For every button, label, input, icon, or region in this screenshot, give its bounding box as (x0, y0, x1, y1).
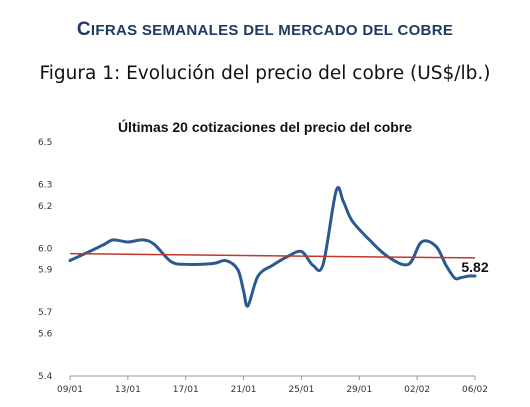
y-tick-label: 5.9 (38, 266, 53, 276)
x-tick-label: 02/02 (404, 385, 430, 395)
chart-title: Últimas 20 cotizaciones del precio del c… (118, 118, 412, 135)
y-tick-label: 5.4 (38, 372, 53, 382)
last-value-label: 5.82 (461, 259, 488, 275)
heading-rest: IFRAS SEMANALES DEL MERCADO DEL COBRE (90, 22, 454, 39)
x-tick-label: 21/01 (231, 385, 257, 395)
trendline (69, 252, 476, 259)
x-tick-label: 25/01 (288, 385, 314, 395)
chart-layer: Últimas 20 cotizaciones del precio del c… (38, 118, 489, 395)
y-tick-label: 6.2 (38, 202, 52, 212)
x-tick-label: 17/01 (173, 385, 199, 395)
x-tick-label: 09/01 (57, 385, 83, 395)
y-tick-label: 5.6 (38, 329, 53, 339)
y-tick-label: 6.3 (38, 181, 52, 191)
page-heading: CIFRAS SEMANALES DEL MERCADO DEL COBRE (0, 19, 530, 41)
y-tick-label: 5.7 (38, 308, 52, 318)
x-tick-label: 29/01 (346, 385, 372, 395)
y-tick-label: 6.5 (38, 138, 52, 148)
figure-caption: Figura 1: Evolución del precio del cobre… (39, 63, 491, 84)
x-tick-label: 13/01 (115, 385, 141, 395)
y-tick-label: 6.0 (38, 244, 53, 254)
x-tick-label: 06/02 (462, 385, 488, 395)
price-series-line (68, 185, 477, 308)
heading-initial: C (76, 19, 91, 40)
